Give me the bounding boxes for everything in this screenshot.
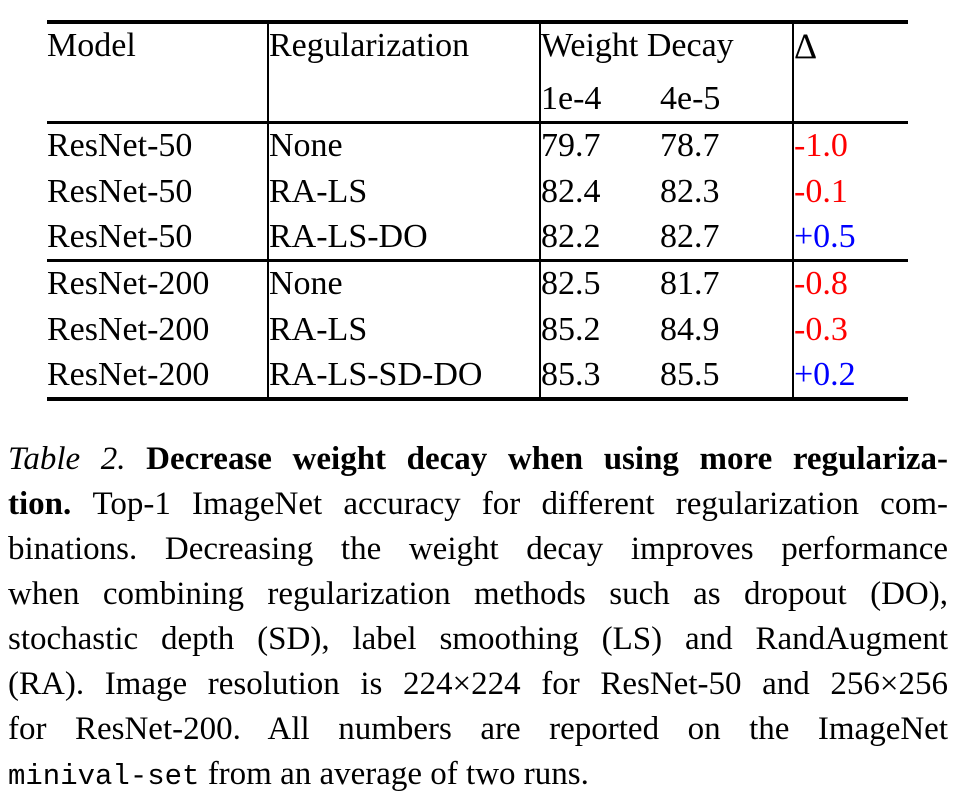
- caption-line: stochastic depth (SD), label smoothing (…: [8, 617, 948, 662]
- caption-segment: for ResNet-200. All numbers are reported…: [8, 710, 948, 747]
- cell-model: ResNet-200: [47, 265, 210, 303]
- table-caption: Table 2. Decrease weight decay when usin…: [8, 437, 948, 799]
- cell-delta: +0.5: [792, 214, 908, 261]
- table-row: ResNet-50 RA-LS 82.4 82.3 -0.1: [47, 168, 908, 215]
- cell-model: ResNet-50: [47, 172, 193, 210]
- cell-wd-4e-5: 82.3: [660, 172, 720, 210]
- column-header-weight-decay: Weight Decay: [539, 22, 793, 77]
- table-row: ResNet-200 None 82.5 81.7 -0.8: [47, 260, 908, 307]
- caption-segment: Table 2.: [8, 440, 147, 477]
- cell-wd-4e-5: 84.9: [660, 310, 720, 348]
- column-header-wd-4e-5: 4e-5: [660, 80, 721, 117]
- cell-model: ResNet-50: [47, 217, 193, 255]
- cell-regularization: RA-LS-SD-DO: [267, 352, 540, 399]
- cell-wd-1e-4: 79.7: [539, 122, 660, 169]
- results-table: Model Regularization Weight Decay Δ 1e-4…: [47, 20, 908, 401]
- caption-line: tion. Top-1 ImageNet accuracy for differ…: [8, 482, 948, 527]
- caption-line: when combining regularization methods su…: [8, 572, 948, 617]
- cell-wd-1e-4: 82.2: [539, 214, 660, 261]
- cell-wd-1e-4: 85.2: [539, 306, 660, 353]
- table-row: ResNet-200 RA-LS-SD-DO 85.3 85.5 +0.2: [47, 352, 908, 399]
- caption-line: binations. Decreasing the weight decay i…: [8, 527, 948, 572]
- caption-line: for ResNet-200. All numbers are reported…: [8, 707, 948, 752]
- table-row: ResNet-50 RA-LS-DO 82.2 82.7 +0.5: [47, 214, 908, 261]
- caption-segment: tion.: [8, 485, 93, 522]
- header-row-2: 1e-4 4e-5: [47, 77, 908, 123]
- cell-wd-4e-5: 81.7: [660, 265, 720, 303]
- cell-wd-4e-5: 85.5: [660, 355, 720, 393]
- caption-segment: Decrease weight decay when using more re…: [146, 440, 949, 477]
- caption-line: (RA). Image resolution is 224×224 for Re…: [8, 662, 948, 707]
- cell-delta: -0.1: [792, 168, 908, 215]
- cell-regularization: RA-LS: [267, 168, 540, 215]
- caption-segment: (RA). Image resolution is 224×224 for Re…: [8, 665, 948, 702]
- caption-segment: Top-1 ImageNet accuracy for different re…: [92, 485, 948, 522]
- cell-delta: -1.0: [792, 122, 908, 169]
- cell-delta: +0.2: [792, 352, 908, 399]
- caption-segment: binations. Decreasing the weight decay i…: [8, 530, 948, 567]
- caption-segment: when combining regularization methods su…: [8, 575, 948, 612]
- caption-line: minival-set from an average of two runs.: [8, 752, 948, 799]
- cell-wd-4e-5: 82.7: [660, 217, 720, 255]
- table-row: ResNet-50 None 79.7 78.7 -1.0: [47, 122, 908, 169]
- cell-regularization: RA-LS: [267, 306, 540, 353]
- cell-delta: -0.3: [792, 306, 908, 353]
- cell-wd-1e-4: 82.5: [539, 260, 660, 307]
- column-header-wd-1e-4: 1e-4: [539, 77, 660, 123]
- caption-segment: stochastic depth (SD), label smoothing (…: [8, 620, 948, 657]
- cell-model: ResNet-200: [47, 310, 210, 348]
- cell-model: ResNet-50: [47, 127, 193, 165]
- caption-segment: from an average of two runs.: [199, 755, 589, 792]
- cell-regularization: None: [267, 260, 540, 307]
- column-header-regularization: Regularization: [267, 22, 540, 123]
- cell-regularization: None: [267, 122, 540, 169]
- cell-regularization: RA-LS-DO: [267, 214, 540, 261]
- header-row-1: Model Regularization Weight Decay Δ: [47, 22, 908, 123]
- cell-wd-1e-4: 82.4: [539, 168, 660, 215]
- table-row: ResNet-200 RA-LS 85.2 84.9 -0.3: [47, 306, 908, 353]
- caption-line: Table 2. Decrease weight decay when usin…: [8, 437, 948, 482]
- cell-wd-4e-5: 78.7: [660, 127, 720, 165]
- table-group: ResNet-200 None 82.5 81.7 -0.8 ResNet-200 RA-L…: [47, 260, 908, 399]
- cell-wd-1e-4: 85.3: [539, 352, 660, 399]
- cell-delta: -0.8: [792, 260, 908, 307]
- table-header: Model Regularization Weight Decay Δ 1e-4…: [47, 22, 908, 123]
- column-header-model: Model: [47, 27, 136, 64]
- caption-segment: minival-set: [8, 759, 200, 793]
- table-group: ResNet-50 None 79.7 78.7 -1.0 ResNet-50 RA-LS 8…: [47, 122, 908, 261]
- column-header-delta: Δ: [792, 22, 908, 123]
- cell-model: ResNet-200: [47, 355, 210, 393]
